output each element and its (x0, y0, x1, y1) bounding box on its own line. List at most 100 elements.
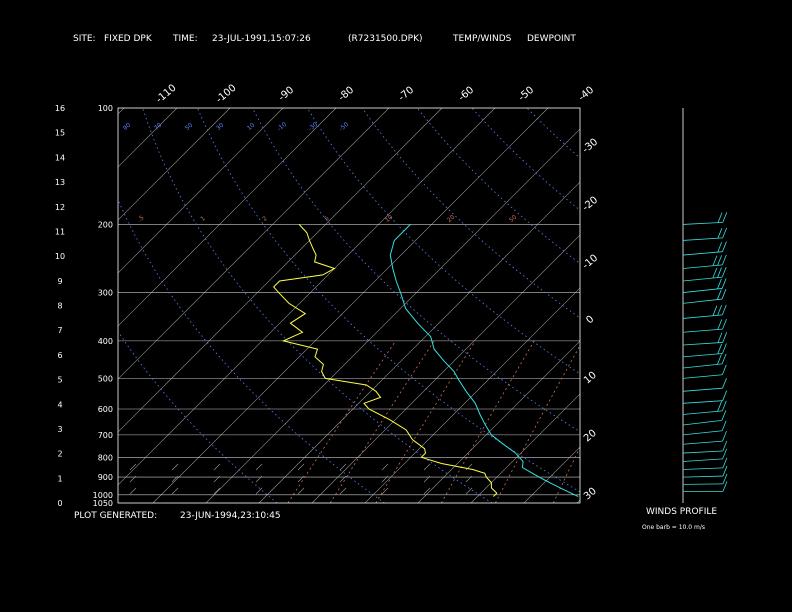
plot-generated-value: 23-JUN-1994,23:10:45 (180, 511, 281, 521)
pressure-label: 400 (98, 337, 113, 346)
winds-profile-title: WINDS PROFILE (646, 507, 717, 517)
isotherm-line (0, 108, 18, 503)
height-label: 15 (55, 129, 65, 138)
site-label: SITE: (73, 34, 96, 44)
top-temp-label: -40 (577, 85, 597, 104)
wind-barb-feather (717, 305, 722, 316)
dry-adiabat (637, 108, 792, 503)
wind-barb-feather (717, 354, 722, 365)
height-label: 3 (57, 425, 62, 434)
top-temp-label: -70 (397, 85, 417, 104)
grid-tick (255, 475, 263, 483)
wind-barb-feather (722, 465, 728, 477)
grid-tick (381, 475, 389, 483)
height-label: 16 (55, 104, 65, 113)
site-value: FIXED DPK (104, 34, 153, 44)
wind-barb (682, 400, 723, 404)
isotherm-line (417, 340, 580, 503)
wind-barb (682, 298, 723, 304)
adiabat-label: 90 (122, 122, 132, 132)
isotherm-line (736, 108, 792, 503)
temperature-trace (389, 224, 579, 497)
dry-adiabat (252, 108, 580, 433)
wind-barb-feather (722, 481, 728, 492)
wind-barb (682, 420, 722, 426)
file-name: (R7231500.DPK) (348, 34, 422, 44)
grid-tick (255, 463, 263, 471)
height-label: 14 (55, 153, 65, 162)
isotherm-line (118, 108, 231, 221)
mixing-ratio-label: 5 (323, 215, 331, 223)
adiabat-label: 30 (215, 122, 225, 132)
mixing-ratio-line (329, 340, 435, 503)
isotherm-line (205, 128, 580, 503)
wind-barb-feather (717, 343, 723, 355)
mixing-ratio-label: 20 (446, 214, 456, 224)
wind-barb-feather (722, 212, 728, 223)
wind-barb (682, 440, 723, 445)
right-temp-label: 30 (582, 486, 599, 503)
wind-barb-feather (721, 364, 727, 375)
wind-barb (682, 276, 723, 282)
height-label: 9 (57, 277, 62, 286)
pressure-label: 1000 (93, 491, 113, 500)
wind-barb-feather (722, 343, 727, 354)
isotherm-line (118, 108, 390, 380)
pressure-label: 1050 (93, 499, 113, 508)
grid-tick (213, 475, 221, 483)
isotherm-line (258, 181, 580, 503)
isotherm-line (683, 108, 792, 503)
pressure-label: 900 (98, 473, 113, 482)
wind-barb-feather (712, 305, 718, 316)
wind-barb (682, 450, 723, 454)
wind-barb-feather (717, 255, 722, 266)
height-label: 12 (55, 203, 65, 212)
wind-barb-feather (712, 267, 718, 279)
pressure-label: 100 (98, 104, 113, 113)
grid-tick (171, 463, 179, 471)
dry-adiabat (306, 108, 580, 375)
grid-tick (129, 475, 137, 483)
grid-tick (171, 487, 179, 495)
height-label: 8 (57, 302, 62, 311)
wind-barb-feather (722, 378, 727, 389)
grid-tick (423, 487, 431, 495)
pressure-label: 200 (98, 220, 113, 229)
wind-barb (682, 467, 723, 470)
dry-adiabat (197, 108, 580, 493)
wind-barb-feather (717, 212, 723, 223)
grid-tick (381, 463, 389, 471)
dry-adiabat (471, 108, 580, 211)
top-temp-label: -110 (154, 83, 178, 106)
isotherm-line (118, 108, 443, 433)
grid-tick (255, 487, 263, 495)
wind-barb-feather (722, 227, 728, 239)
wind-barb-feather (721, 353, 727, 365)
wind-barb-feather (721, 400, 727, 412)
wind-barb-feather (721, 420, 727, 431)
mixing-ratio-label: 50 (508, 214, 518, 224)
mixing-ratio-line (636, 341, 708, 503)
grid-tick (339, 475, 347, 483)
height-label: 4 (57, 400, 62, 409)
isotherm-line (152, 108, 549, 503)
wind-barb-feather (722, 440, 728, 452)
time-value: 23-JUL-1991,15:07:26 (212, 34, 311, 44)
adiabat-label: 50 (184, 122, 194, 132)
wind-barb (682, 353, 723, 358)
wind-barb-feather (717, 228, 723, 239)
mixing-ratio-line (375, 340, 476, 503)
wind-barb-feather (722, 457, 728, 469)
isotherm-line (630, 108, 792, 503)
plot-generated-label: PLOT GENERATED: (74, 511, 157, 521)
wind-barb-feather (716, 289, 722, 300)
grid-tick (297, 487, 305, 495)
wind-barb-feather (712, 255, 718, 266)
adiabat-label: -50 (338, 121, 350, 133)
right-temp-label: 20 (582, 428, 599, 445)
grid-tick (339, 487, 347, 495)
isotherm-line (364, 287, 580, 503)
dewpoint-trace (273, 224, 498, 497)
top-temp-label: -50 (517, 85, 537, 104)
top-temp-label: -60 (457, 85, 477, 104)
